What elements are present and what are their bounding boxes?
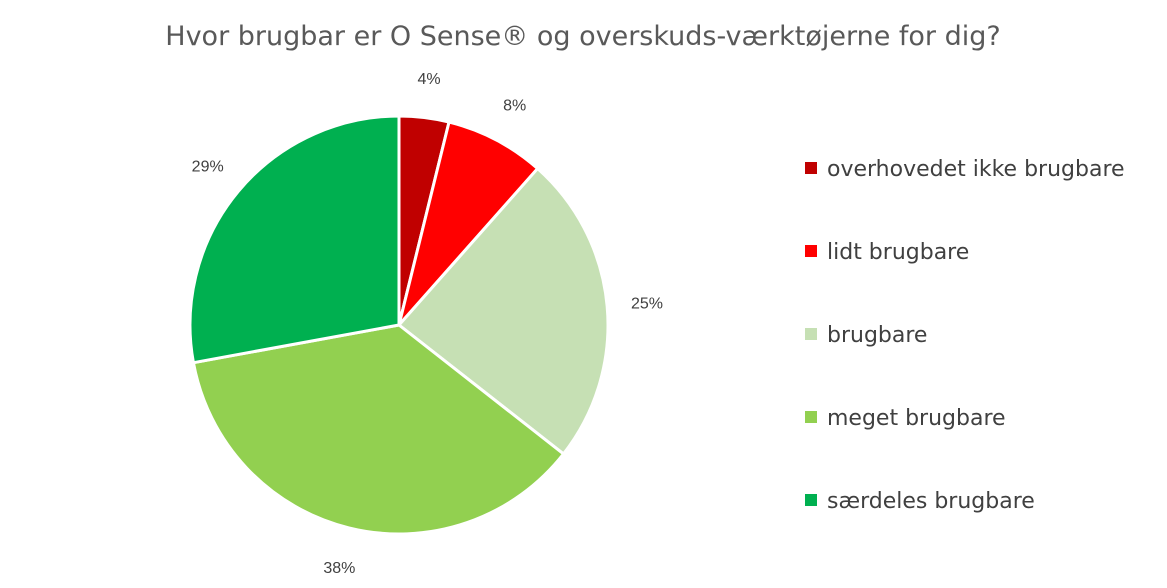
legend-swatch-brugbare [805, 328, 817, 340]
pie-slice-lidt-brugbare [397, 120, 540, 327]
legend-label-srdeles-brugbare: særdeles brugbare [827, 489, 1035, 514]
pie-slice-srdeles-brugbare [188, 114, 401, 365]
pie-slices [188, 114, 610, 536]
chart-title: Hvor brugbar er O Sense® og overskuds-væ… [165, 21, 1000, 52]
data-label-lidt-brugbare: 8% [503, 98, 526, 115]
data-labels: 4% 8% 25% 38% 29% [192, 71, 663, 577]
legend-label-meget-brugbare: meget brugbare [827, 406, 1006, 431]
legend-swatch-lidt-brugbare [805, 245, 817, 257]
legend: overhovedet ikke brugbare lidt brugbare br… [805, 157, 1125, 514]
pie-slice-brugbare [397, 167, 610, 456]
data-label-overhovedet-ikke-brugbare: 4% [417, 71, 440, 88]
legend-swatch-srdeles-brugbare [805, 494, 817, 506]
data-label-srdeles-brugbare: 29% [192, 159, 224, 176]
legend-label-lidt-brugbare: lidt brugbare [827, 240, 969, 265]
legend-swatch-overhovedet-ikke-brugbare [805, 162, 817, 174]
data-label-brugbare: 25% [631, 296, 663, 313]
data-label-meget-brugbare: 38% [323, 560, 355, 577]
legend-label-brugbare: brugbare [827, 323, 927, 348]
legend-label-overhovedet-ikke-brugbare: overhovedet ikke brugbare [827, 157, 1125, 182]
pie-slice-meget-brugbare [191, 323, 566, 536]
legend-swatch-meget-brugbare [805, 411, 817, 423]
